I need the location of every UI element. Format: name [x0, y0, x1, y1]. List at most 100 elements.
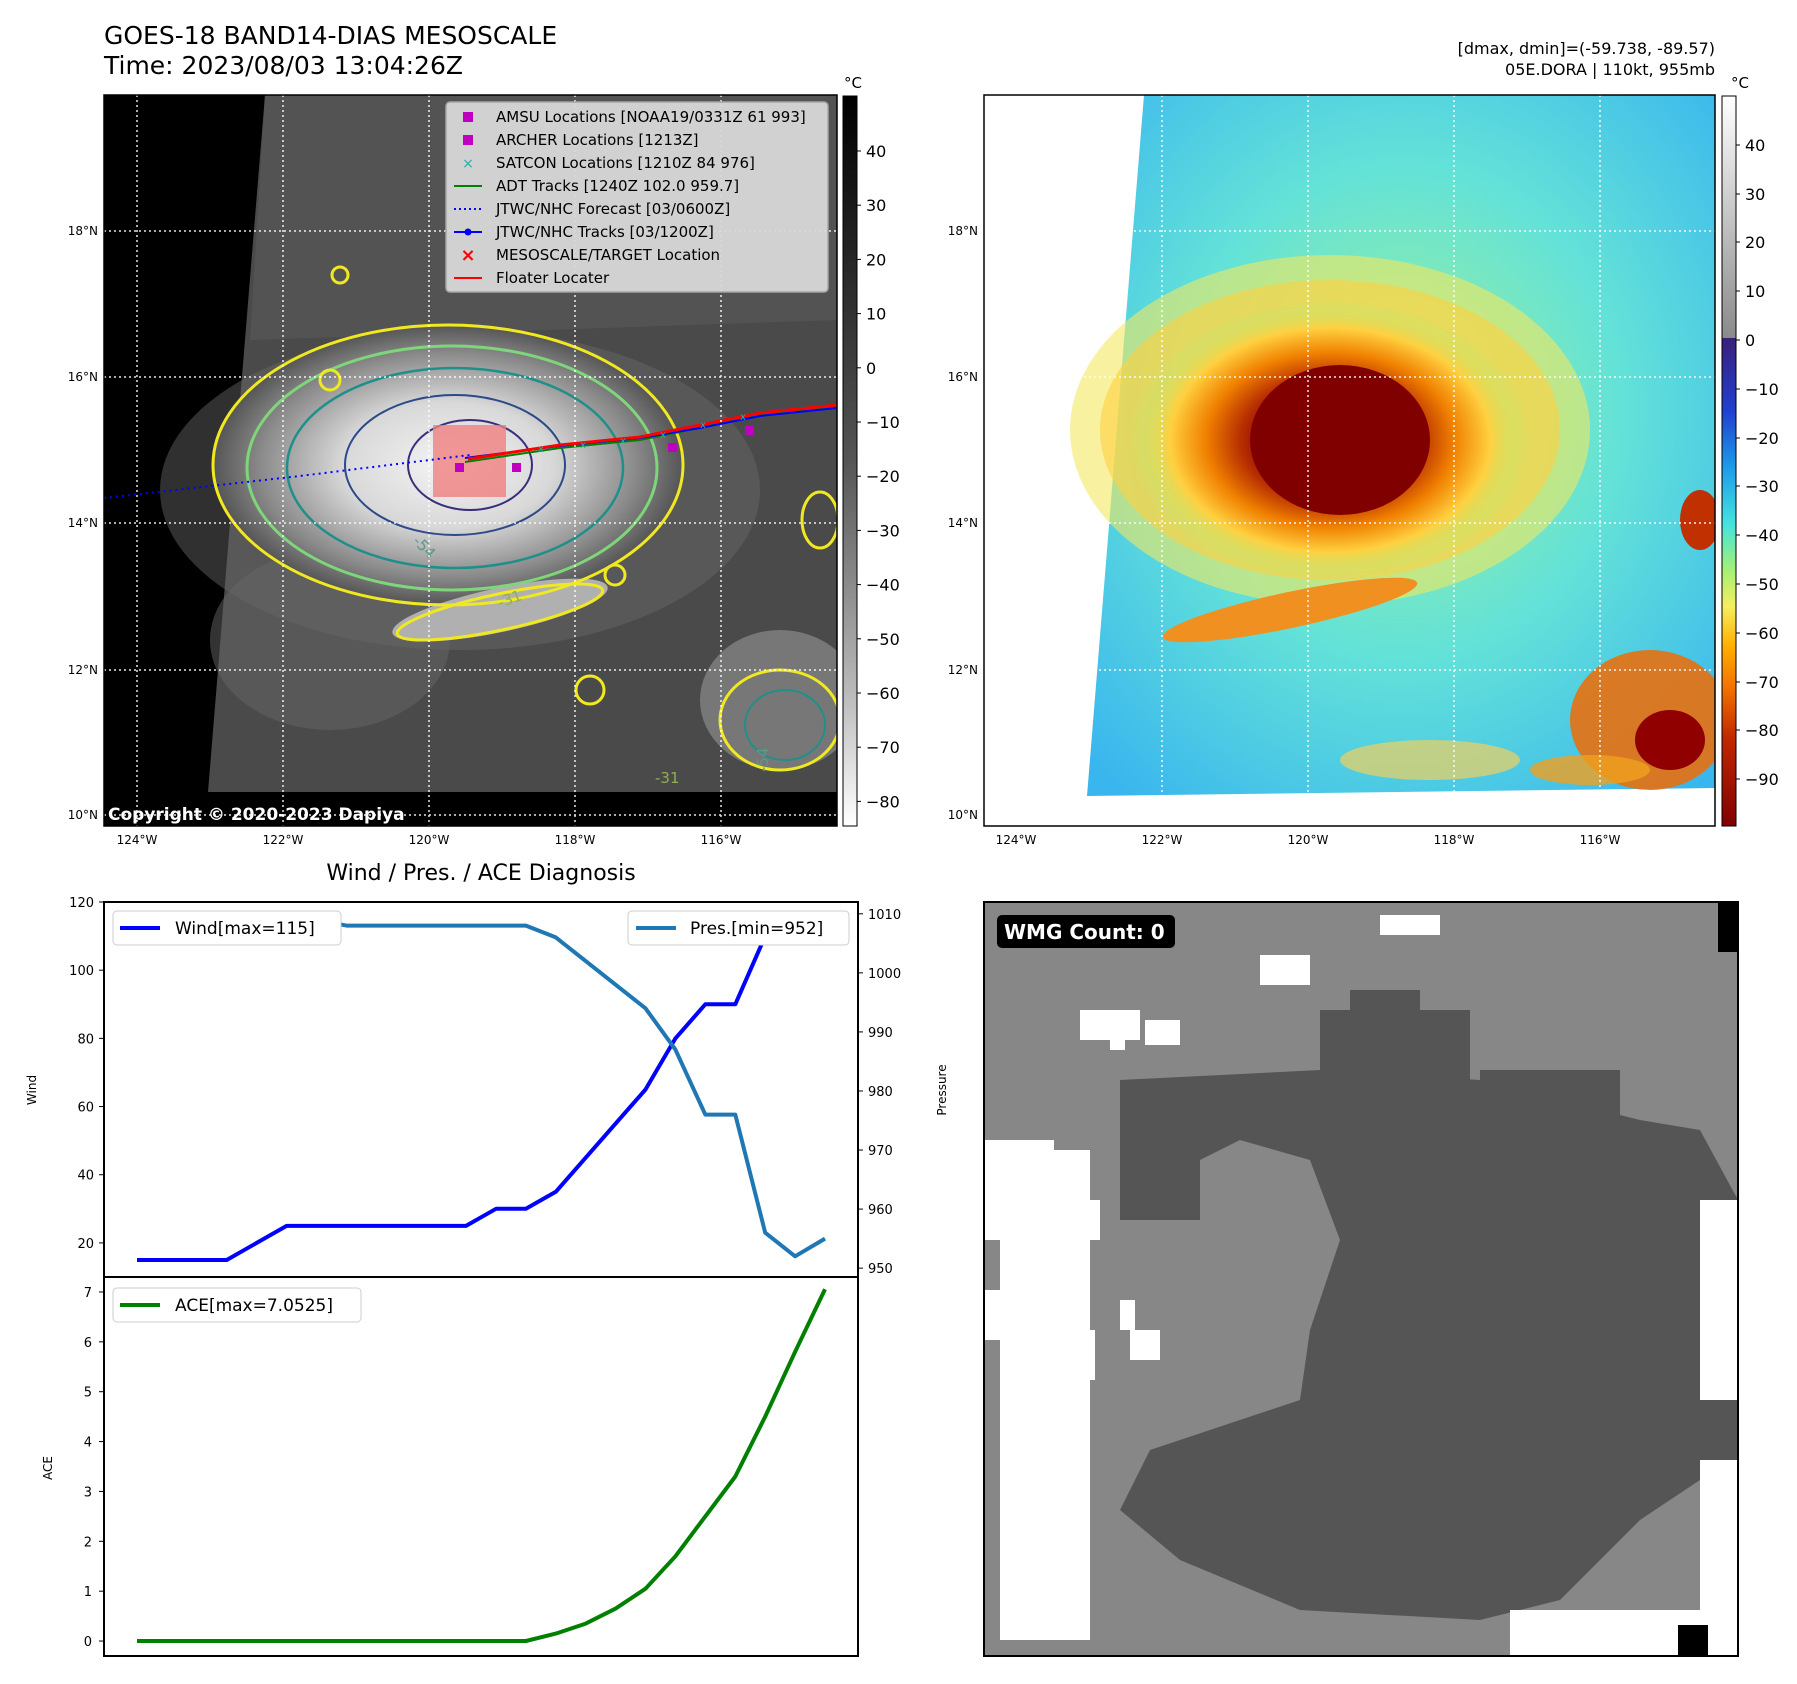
legend-label: Wind[max=115]	[175, 919, 315, 939]
y2-tick-label: 960	[868, 1203, 893, 1218]
legend-marker: ×	[460, 245, 475, 266]
y-tick-label: 7	[84, 1286, 92, 1301]
lon-label: 116°W	[701, 833, 742, 847]
y2-tick-label: 990	[868, 1026, 893, 1041]
y2-tick-label: 970	[868, 1144, 893, 1159]
lat-label: 14°N	[948, 516, 978, 530]
y-tick-label: 60	[77, 1101, 94, 1116]
svg-text:x: x	[660, 430, 666, 441]
legend-entry: Floater Locater	[454, 269, 610, 287]
colorbar-tick-label: −10	[1745, 380, 1779, 399]
svg-text:x: x	[700, 420, 706, 431]
y-axis-label: ACE	[41, 1456, 55, 1480]
series-line-wind	[137, 917, 826, 1262]
colorbar-tick-label: 20	[866, 250, 886, 269]
colorbar-tick-label: −80	[866, 792, 900, 811]
y-tick-label: 0	[84, 1635, 92, 1650]
figure-title-line2: Time: 2023/08/03 13:04:26Z	[103, 51, 463, 80]
colorbar-tick-label: −60	[866, 684, 900, 703]
colorbar-tick-label: −30	[1745, 477, 1779, 496]
y2-tick-label: 980	[868, 1085, 893, 1100]
lat-label: 10°N	[68, 808, 98, 822]
y2-tick-label: 1010	[868, 908, 901, 923]
y-axis-label: Wind	[25, 1075, 39, 1105]
lat-label: 16°N	[68, 370, 98, 384]
lon-label: 120°W	[409, 833, 450, 847]
lat-label: 16°N	[948, 370, 978, 384]
colorbar-tick-label: −60	[1745, 624, 1779, 643]
y-tick-label: 80	[77, 1032, 94, 1047]
lat-label: 14°N	[68, 516, 98, 530]
colorbar-tick-label: 30	[1745, 185, 1765, 204]
figure-title-line1: GOES-18 BAND14-DIAS MESOSCALE	[104, 21, 557, 50]
lat-label: 12°N	[68, 663, 98, 677]
legend-label: SATCON Locations [1210Z 84 976]	[496, 154, 755, 172]
legend-box	[112, 910, 342, 946]
colorbar-tick-label: 10	[866, 305, 886, 324]
ir-color-map	[983, 94, 1716, 827]
colorbar-tick-label: 40	[1745, 136, 1765, 155]
legend-marker	[463, 112, 473, 122]
floater-locater	[467, 403, 837, 461]
ace-chart: 0 1 2 3 4 5 6 7 ACE ACE[max=7.0525]	[41, 1276, 859, 1657]
lat-label: 18°N	[948, 224, 978, 238]
lon-label: 116°W	[1580, 833, 1621, 847]
legend-label: ARCHER Locations [1213Z]	[496, 131, 699, 149]
svg-text:x: x	[538, 444, 544, 455]
y-tick-label: 120	[69, 896, 94, 911]
legend-label: ADT Tracks [1240Z 102.0 959.7]	[496, 177, 739, 195]
copyright-notice: Copyright © 2020-2023 Dapiya	[108, 805, 405, 825]
colorbar-tick-label: −20	[866, 467, 900, 486]
colorbar-tick-label: −90	[1745, 770, 1779, 789]
storm-info: 05E.DORA | 110kt, 955mb	[1505, 60, 1715, 79]
colorbar-tick-label: −40	[866, 576, 900, 595]
legend-label: JTWC/NHC Tracks [03/1200Z]	[495, 223, 714, 241]
legend-label: AMSU Locations [NOAA19/0331Z 61 993]	[496, 108, 806, 126]
map-legend: AMSU Locations [NOAA19/0331Z 61 993] ARCH…	[445, 101, 829, 293]
wmg-dark-region	[1120, 1070, 1738, 1620]
legend-label: Floater Locater	[496, 269, 610, 287]
legend-wind: Wind[max=115]	[112, 910, 342, 946]
colorbar-tick-label: −50	[1745, 575, 1779, 594]
legend-marker: ×	[462, 156, 474, 172]
colorbar-grayscale: °C 40 30 20 10 0 −10 −20 −30 −40 −50 −60 −70 −80	[842, 74, 900, 827]
colorbar-unit: °C	[844, 74, 862, 92]
colorbar-tick-label: 0	[866, 359, 876, 378]
y-tick-label: 1	[84, 1585, 92, 1600]
y-tick-label: 100	[69, 964, 94, 979]
legend-entry: ARCHER Locations [1213Z]	[463, 131, 699, 149]
y-tick-label: 6	[84, 1336, 92, 1351]
wmg-panel: WMG Count: 0	[983, 901, 1739, 1657]
y-tick-label: 4	[84, 1436, 92, 1451]
y2-axis-label: Pressure	[935, 1064, 949, 1115]
legend-entry: × SATCON Locations [1210Z 84 976]	[462, 154, 755, 172]
y2-tick-label: 1000	[868, 967, 901, 982]
legend-marker	[463, 135, 473, 145]
lon-label: 122°W	[263, 833, 304, 847]
legend-entry: JTWC/NHC Forecast [03/0600Z]	[454, 200, 730, 218]
legend-box	[627, 910, 850, 946]
colorbar-tick-label: 10	[1745, 282, 1765, 301]
contour-label: -31	[655, 769, 680, 787]
wmg-count-label: WMG Count: 0	[1004, 920, 1165, 944]
lat-label: 18°N	[68, 224, 98, 238]
colorbar-tick-label: −20	[1745, 429, 1779, 448]
colorbar-tick-label: −10	[866, 413, 900, 432]
colorbar-tick-label: −50	[866, 630, 900, 649]
diagnosis-title: Wind / Pres. / ACE Diagnosis	[326, 861, 635, 886]
legend-ace: ACE[max=7.0525]	[112, 1287, 362, 1323]
lon-label: 122°W	[1142, 833, 1183, 847]
svg-text:x: x	[580, 440, 586, 451]
y-tick-label: 5	[84, 1386, 92, 1401]
colorbar-tick-label: −70	[1745, 673, 1779, 692]
lon-label: 118°W	[1434, 833, 1475, 847]
legend-label: JTWC/NHC Forecast [03/0600Z]	[495, 200, 730, 218]
lon-label: 118°W	[555, 833, 596, 847]
colorbar-tick-label: 20	[1745, 233, 1765, 252]
satcon-markers: x x x x x x	[538, 412, 746, 455]
lon-label: 120°W	[1288, 833, 1329, 847]
legend-label: MESOSCALE/TARGET Location	[496, 246, 720, 264]
colorbar-tick-label: −70	[866, 738, 900, 757]
svg-text:x: x	[620, 436, 626, 447]
